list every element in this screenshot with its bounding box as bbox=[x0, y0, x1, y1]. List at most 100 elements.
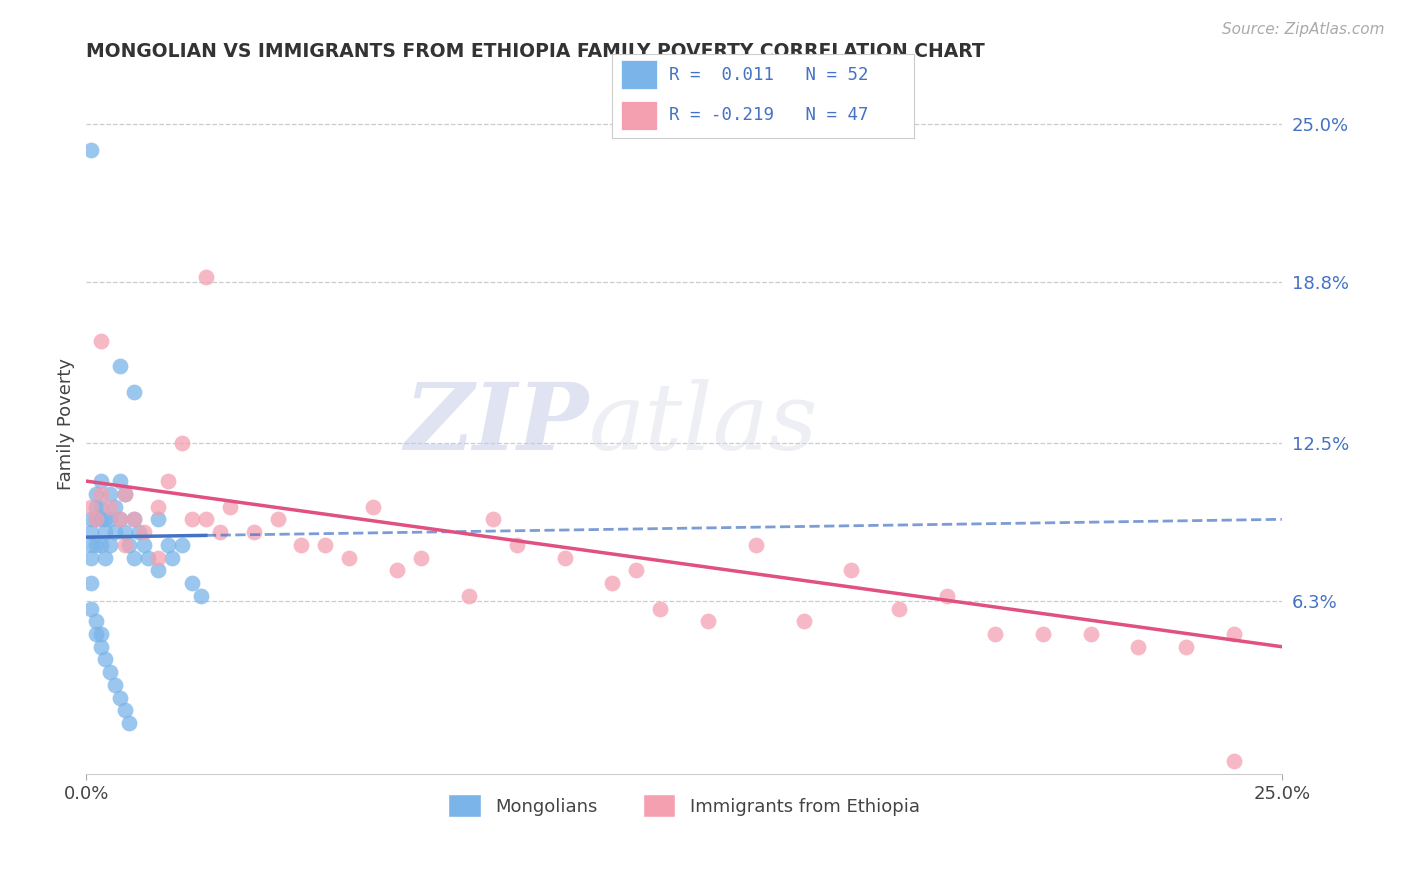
Point bbox=[118, 716, 141, 731]
Point bbox=[122, 512, 145, 526]
Point bbox=[84, 500, 107, 514]
Point bbox=[132, 538, 155, 552]
Point bbox=[457, 589, 479, 603]
Point bbox=[80, 500, 103, 514]
Point bbox=[122, 512, 145, 526]
Point bbox=[1032, 627, 1054, 641]
Point bbox=[481, 512, 503, 526]
Point bbox=[1175, 640, 1198, 654]
Point bbox=[98, 538, 121, 552]
Point bbox=[745, 538, 768, 552]
Point bbox=[936, 589, 959, 603]
Point bbox=[554, 550, 576, 565]
Point bbox=[90, 334, 112, 348]
Point bbox=[94, 512, 117, 526]
Point bbox=[889, 601, 911, 615]
Point bbox=[104, 524, 127, 539]
Text: R = -0.219   N = 47: R = -0.219 N = 47 bbox=[669, 106, 869, 124]
Point bbox=[90, 538, 112, 552]
Point bbox=[114, 524, 136, 539]
Point bbox=[80, 143, 103, 157]
Point bbox=[84, 487, 107, 501]
Text: atlas: atlas bbox=[589, 379, 818, 469]
Point bbox=[98, 500, 121, 514]
Point bbox=[146, 550, 169, 565]
Point bbox=[104, 500, 127, 514]
Point bbox=[80, 601, 103, 615]
Point bbox=[409, 550, 432, 565]
Point bbox=[138, 550, 160, 565]
Point bbox=[242, 524, 264, 539]
Legend: Mongolians, Immigrants from Ethiopia: Mongolians, Immigrants from Ethiopia bbox=[441, 787, 927, 825]
Point bbox=[841, 563, 863, 577]
Point bbox=[80, 512, 103, 526]
Point bbox=[98, 512, 121, 526]
Text: ZIP: ZIP bbox=[404, 379, 589, 469]
Point bbox=[94, 524, 117, 539]
Point bbox=[194, 512, 217, 526]
Point bbox=[90, 627, 112, 641]
Point bbox=[385, 563, 408, 577]
Point bbox=[94, 550, 117, 565]
Point bbox=[146, 512, 169, 526]
Point bbox=[132, 524, 155, 539]
Point bbox=[314, 538, 336, 552]
Point bbox=[218, 500, 240, 514]
FancyBboxPatch shape bbox=[620, 61, 657, 89]
Point bbox=[170, 538, 193, 552]
Point bbox=[84, 614, 107, 628]
Point bbox=[122, 384, 145, 399]
Point bbox=[194, 270, 217, 285]
Point bbox=[146, 500, 169, 514]
Point bbox=[162, 550, 184, 565]
Point bbox=[505, 538, 527, 552]
Point bbox=[108, 474, 131, 488]
Point bbox=[180, 576, 202, 591]
Point bbox=[84, 538, 107, 552]
Point bbox=[118, 538, 141, 552]
Point bbox=[108, 690, 131, 705]
Y-axis label: Family Poverty: Family Poverty bbox=[58, 358, 75, 490]
Point bbox=[626, 563, 648, 577]
Point bbox=[94, 652, 117, 666]
Point bbox=[84, 627, 107, 641]
Point bbox=[156, 474, 179, 488]
Point bbox=[697, 614, 720, 628]
Point bbox=[122, 550, 145, 565]
Point bbox=[290, 538, 312, 552]
Point bbox=[108, 512, 131, 526]
Point bbox=[114, 538, 136, 552]
Point bbox=[602, 576, 624, 591]
Point bbox=[209, 524, 232, 539]
Point bbox=[84, 512, 107, 526]
Point bbox=[80, 576, 103, 591]
Text: MONGOLIAN VS IMMIGRANTS FROM ETHIOPIA FAMILY POVERTY CORRELATION CHART: MONGOLIAN VS IMMIGRANTS FROM ETHIOPIA FA… bbox=[86, 42, 986, 61]
Point bbox=[793, 614, 815, 628]
Point bbox=[90, 474, 112, 488]
Point bbox=[114, 487, 136, 501]
Point bbox=[104, 678, 127, 692]
Point bbox=[146, 563, 169, 577]
Point bbox=[80, 550, 103, 565]
Point bbox=[190, 589, 212, 603]
Point bbox=[337, 550, 360, 565]
Point bbox=[1223, 755, 1246, 769]
Point bbox=[650, 601, 672, 615]
Point bbox=[984, 627, 1007, 641]
Point bbox=[84, 512, 107, 526]
Text: R =  0.011   N = 52: R = 0.011 N = 52 bbox=[669, 66, 869, 84]
Point bbox=[361, 500, 384, 514]
Point bbox=[114, 703, 136, 717]
Point bbox=[90, 500, 112, 514]
Point bbox=[98, 665, 121, 680]
Point bbox=[266, 512, 288, 526]
Point bbox=[80, 524, 103, 539]
Point bbox=[1128, 640, 1150, 654]
Point bbox=[90, 640, 112, 654]
Text: Source: ZipAtlas.com: Source: ZipAtlas.com bbox=[1222, 22, 1385, 37]
Point bbox=[1080, 627, 1102, 641]
Point bbox=[108, 359, 131, 374]
Point bbox=[98, 487, 121, 501]
Point bbox=[170, 436, 193, 450]
Point bbox=[90, 512, 112, 526]
